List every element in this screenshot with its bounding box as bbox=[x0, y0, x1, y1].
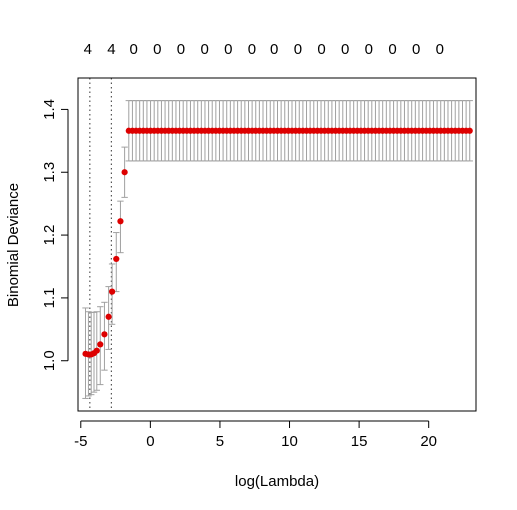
top-axis-label: 4 bbox=[84, 41, 92, 58]
data-point bbox=[121, 169, 128, 176]
data-point bbox=[97, 341, 104, 348]
top-axis-label: 0 bbox=[224, 41, 232, 58]
y-tick-label: 1.1 bbox=[41, 287, 58, 308]
data-point bbox=[101, 331, 108, 338]
x-axis-title: log(Lambda) bbox=[235, 473, 319, 490]
data-point bbox=[466, 127, 473, 134]
top-axis-label: 0 bbox=[365, 41, 373, 58]
data-point bbox=[113, 255, 120, 263]
top-axis-label: 4 bbox=[107, 41, 115, 58]
y-axis: 1.0 1.1 1.2 1.3 1.4 bbox=[41, 99, 69, 371]
x-tick-label: -5 bbox=[74, 433, 87, 450]
top-axis-label: 0 bbox=[294, 41, 302, 58]
error-bar bbox=[117, 200, 124, 254]
y-tick-label: 1.2 bbox=[41, 225, 58, 246]
top-axis-label: 0 bbox=[412, 41, 420, 58]
error-bar bbox=[113, 232, 120, 293]
x-tick-label: 15 bbox=[351, 433, 368, 450]
data-point bbox=[93, 347, 100, 354]
x-axis: -5 0 5 10 15 20 bbox=[74, 420, 437, 450]
top-axis-label: 0 bbox=[200, 41, 208, 58]
top-axis-label: 0 bbox=[153, 41, 161, 58]
data-point bbox=[105, 313, 112, 320]
data-point bbox=[117, 218, 124, 225]
x-tick-label: 20 bbox=[420, 433, 437, 450]
data-point bbox=[108, 288, 116, 295]
top-axis-label: 0 bbox=[341, 41, 349, 58]
x-tick-label: 5 bbox=[216, 433, 224, 450]
points-layer bbox=[82, 127, 473, 358]
top-axis-label: 0 bbox=[129, 41, 137, 58]
y-tick-label: 1.0 bbox=[41, 350, 58, 371]
top-axis-label: 0 bbox=[270, 41, 278, 58]
plot-frame bbox=[77, 77, 477, 412]
top-axis-label: 0 bbox=[177, 41, 185, 58]
error-bars-layer bbox=[82, 100, 473, 399]
y-tick-label: 1.4 bbox=[41, 99, 58, 120]
x-tick-label: 10 bbox=[281, 433, 298, 450]
ref-lines-layer bbox=[89, 78, 112, 411]
y-tick-label: 1.3 bbox=[41, 162, 58, 183]
top-axis-label: 0 bbox=[317, 41, 325, 58]
top-axis-label: 0 bbox=[248, 41, 256, 58]
top-axis-label: 0 bbox=[388, 41, 396, 58]
x-tick-label: 0 bbox=[146, 433, 154, 450]
y-axis-title: Binomial Deviance bbox=[5, 183, 22, 307]
top-axis-label: 0 bbox=[436, 41, 444, 58]
